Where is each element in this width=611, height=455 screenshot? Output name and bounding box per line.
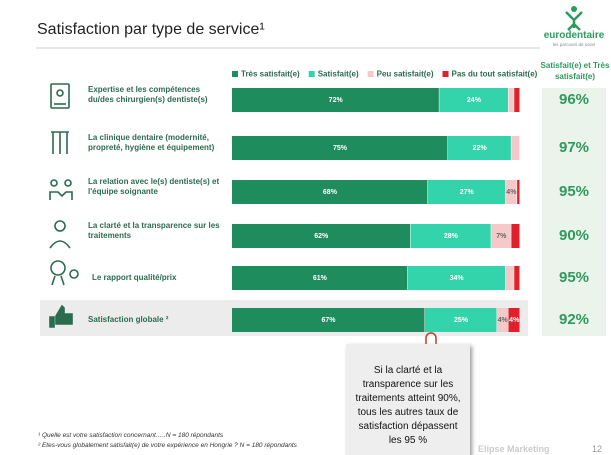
bar-segment [505,180,517,204]
legend-swatch [232,71,238,77]
legend-swatch [442,71,449,77]
bar-segment [407,266,506,290]
bar-segment [508,308,520,332]
value-label: 61% [313,275,328,282]
icons [49,83,79,328]
footnote: ¹ Quelle est votre satisfaction concerna… [38,432,224,439]
bar-segment [232,180,428,204]
bar-segment [511,224,520,248]
bar-segment [232,266,408,290]
value-label: 22% [473,145,488,152]
legend-label: Satisfait(e) [318,70,359,79]
value-label: 62% [314,233,329,240]
bar-segment [424,308,497,332]
bar-segment [232,88,439,112]
callout-text: Si la clarté et la transparence sur les … [355,365,461,446]
value-label: 25% [454,317,469,324]
legend-swatch [308,71,315,77]
page-number: 12 [592,444,603,454]
bar-segment [491,224,511,248]
bar-segment [514,88,520,112]
total-label: 92% [559,311,589,328]
value-label: 4% [498,317,509,324]
bar-segment [232,136,448,160]
totals-band [542,88,606,336]
category-label: Expertise et les compétences du/des chir… [88,85,208,104]
value-label: 75% [333,145,348,152]
chart-title: Satisfaction par type de service¹ [37,21,265,38]
totals-header: Satisfait(e) et Très satisfait(e) [540,61,610,81]
bar-segment [410,224,491,248]
bar-segment [514,266,520,290]
logo-tagline: les parcours de soins [553,42,596,47]
bar-segment [496,308,508,332]
category-label: La clinique dentaire (modernité, propret… [88,133,215,152]
legend-swatch [367,71,374,77]
total-label: 96% [559,91,589,108]
footnote: ² Etes-vous globalement satisfait(e) de … [38,442,297,449]
bar-segment [232,308,425,332]
value-label: 67% [321,317,336,324]
bar-segment [505,266,514,290]
value-label: 28% [444,233,459,240]
value-label: 27% [460,189,475,196]
value-label: 4% [509,317,520,324]
value-label: 24% [467,97,482,104]
value-label: 34% [450,275,465,282]
total-label: 97% [559,139,589,156]
bar-segment [508,88,514,112]
bar-segment [232,224,411,248]
category-label: La relation avec le(s) dentiste(s) et l'… [88,177,220,196]
bar-segment [439,88,508,112]
total-label: 95% [559,183,589,200]
category-label: La clarté et la transparence sur les tra… [88,221,220,240]
legend-label: Peu satisfait(e) [377,70,434,79]
category-label: Satisfaction globale ² [88,315,169,324]
logo: eurodentaire [544,30,605,41]
value-label: 4% [506,189,517,196]
total-label: 95% [559,269,589,286]
value-label: 72% [329,97,344,104]
logo-icon [565,6,583,31]
value-label: 7% [496,233,507,240]
category-label: Le rapport qualité/prix [92,273,177,282]
bar-segment [511,136,520,160]
bar-segment [517,180,520,204]
callout-box [346,344,470,455]
legend-label: Pas du tout satisfait(e) [452,70,538,79]
legend-label: Très satisfait(e) [241,70,300,79]
bar-segment [427,180,506,204]
value-label: 68% [323,189,338,196]
source: Elipse Marketing [478,444,550,454]
bar-segment [448,136,511,160]
total-label: 90% [559,227,589,244]
